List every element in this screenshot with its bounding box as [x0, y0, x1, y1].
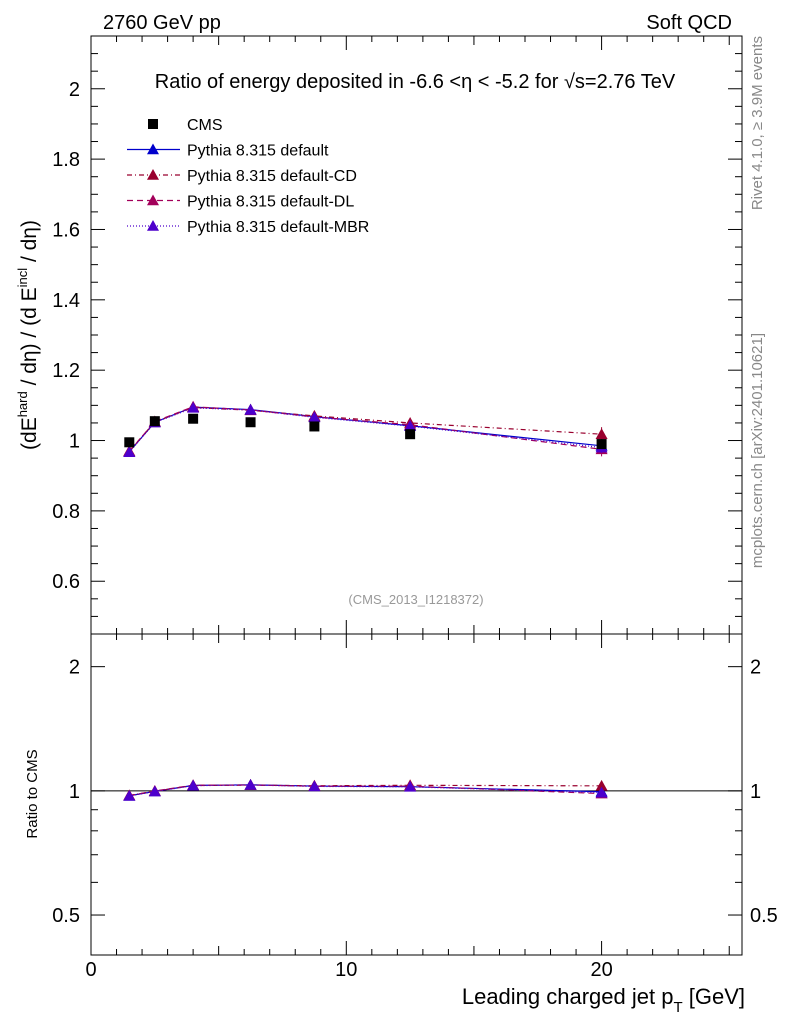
ratio-series-point: [404, 780, 417, 792]
x-tick-label: 10: [335, 959, 357, 981]
ticks-layer: 0 10 20 0.6 0.8 1 1.2 1.4 1.6 1.8 2 0.5 0.5 1 1 2 2: [52, 36, 778, 981]
cms-data-point: [405, 429, 416, 440]
series-point: [595, 428, 608, 439]
ratio-y-tick-label-right: 1: [750, 781, 761, 803]
x-tick-label: 20: [590, 959, 612, 981]
ratio-plot-frame: [90, 633, 743, 956]
mcplots-label: mcplots.cern.ch [arXiv:2401.10621]: [749, 333, 766, 568]
ratio-y-tick-label: 0.5: [52, 905, 80, 927]
analysis-tag: (CMS_2013_I1218372): [348, 592, 483, 607]
y-tick-label: 1.8: [52, 149, 80, 171]
ratio-series-point: [187, 779, 200, 791]
y-tick-label: 0.6: [52, 571, 80, 593]
cms-data-point: [245, 417, 256, 428]
y-tick-label: 1: [69, 431, 80, 453]
ratio-y-tick-label-right: 0.5: [750, 905, 778, 927]
ratio-series-point: [308, 780, 321, 792]
series-point: [123, 446, 136, 457]
legend-marker-3: [147, 220, 159, 231]
ratio-series-layer: [91, 778, 742, 801]
series-point: [404, 420, 417, 431]
series-line-0: [128, 406, 602, 453]
series-line-2: [128, 406, 602, 452]
legend: CMS Pythia 8.315 default Pythia 8.315 defa…: [127, 117, 369, 236]
ratio-y-tick-label: 1: [69, 781, 80, 803]
ratio-y-tick-label: 2: [69, 657, 80, 679]
ratio-y-axis-label: Ratio to CMS: [24, 749, 41, 838]
header-category-label: Soft QCD: [646, 12, 732, 34]
x-tick-label: 0: [85, 959, 96, 981]
series-point: [244, 403, 257, 415]
y-tick-label: 0.8: [52, 501, 80, 523]
ratio-series-point: [595, 786, 608, 798]
legend-label-1: Pythia 8.315 default-CD: [187, 168, 357, 185]
y-tick-label: 1.2: [52, 360, 80, 382]
legend-label-cms: CMS: [187, 117, 223, 134]
plot-title: Ratio of energy deposited in -6.6 <η < -…: [155, 71, 676, 93]
series-point: [187, 401, 200, 413]
legend-marker-cms: [148, 119, 158, 129]
ratio-y-tick-label-right: 2: [750, 657, 761, 679]
rivet-version-label: Rivet 4.1.0, ≥ 3.9M events: [749, 36, 766, 210]
cms-data-point: [596, 439, 607, 450]
y-axis-label: (dEhard / dη) / (d Eincl / dη): [15, 220, 41, 450]
series-line-3: [128, 407, 602, 453]
ratio-series-point: [595, 779, 608, 791]
x-axis-label: Leading charged jet pT [GeV]: [462, 984, 745, 1016]
legend-marker-1: [147, 169, 159, 180]
cms-data-point: [188, 413, 199, 424]
cms-data-point: [149, 416, 160, 427]
svg-text:Leading charged jet pT [GeV]: Leading charged jet pT [GeV]: [462, 984, 745, 1016]
cms-data-point: [124, 437, 135, 448]
ratio-series-point: [123, 789, 136, 801]
main-series-layer: [123, 400, 608, 457]
legend-marker-0: [147, 143, 159, 155]
header-energy-label: 2760 GeV pp: [103, 12, 221, 34]
series-line-1: [128, 406, 602, 452]
svg-text:(dEhard / dη) / (d Eincl / dη): (dEhard / dη) / (d Eincl / dη): [15, 220, 41, 450]
legend-label-0: Pythia 8.315 default: [187, 143, 329, 160]
y-tick-label: 1.6: [52, 219, 80, 241]
ratio-series-point: [148, 785, 161, 797]
series-point: [308, 411, 321, 423]
legend-marker-2: [147, 194, 159, 206]
legend-label-2: Pythia 8.315 default-DL: [187, 194, 354, 211]
ratio-series-point: [244, 778, 257, 790]
legend-label-3: Pythia 8.315 default-MBR: [187, 219, 369, 236]
y-tick-label: 2: [69, 79, 80, 101]
cms-data-point: [309, 421, 320, 432]
y-tick-label: 1.4: [52, 290, 80, 312]
